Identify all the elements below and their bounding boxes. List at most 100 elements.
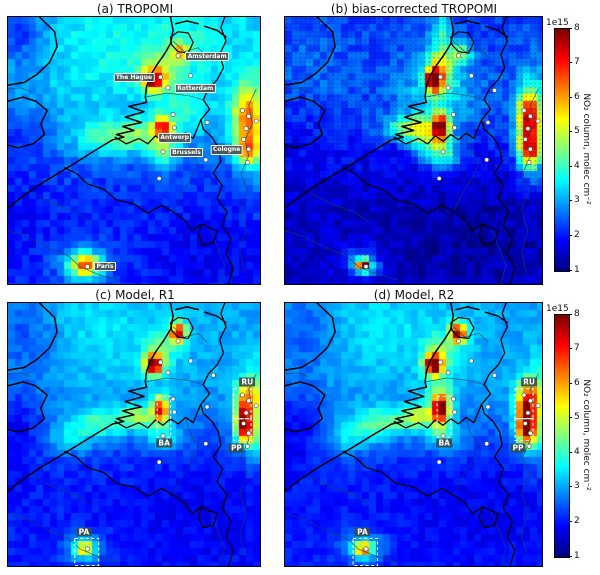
city-dot-ruhr-4 — [525, 126, 531, 132]
city-dot-brussels — [441, 149, 446, 155]
city-dot-rotterdam — [165, 370, 171, 376]
city-dot-venlo — [205, 120, 210, 126]
city-dot-bonn — [527, 444, 532, 450]
river-line — [285, 87, 309, 93]
country-border — [393, 119, 483, 145]
colorbar-tick-label: 1 — [574, 264, 580, 275]
region-label-ru: RU — [521, 377, 537, 387]
city-dot-paris — [85, 264, 91, 270]
coastline — [285, 17, 455, 210]
colorbar-tick-mark — [569, 27, 572, 29]
city-dot-ruhr-2 — [246, 398, 252, 404]
city-dot-ruhr-3 — [254, 119, 259, 124]
colorbar-tick-mark — [569, 165, 572, 167]
colorbar-tick-label: 5 — [574, 412, 580, 423]
city-dot-paris — [85, 546, 91, 552]
river-line — [8, 372, 32, 378]
city-dot-cologne — [246, 431, 252, 436]
city-dot-amsterdam — [456, 53, 462, 59]
region-box-pp — [233, 418, 253, 442]
colorbar-tick-mark — [569, 382, 572, 384]
country-border — [198, 506, 219, 529]
river-line — [490, 510, 507, 567]
region-box-ba — [436, 396, 452, 439]
colorbar-tick-label: 1 — [574, 550, 580, 561]
river-line — [285, 372, 309, 378]
lake-outline — [170, 31, 195, 54]
city-dot-charleroi — [437, 176, 442, 182]
colorbar-tick-label: 6 — [574, 91, 580, 102]
map-overlay-b — [285, 17, 541, 285]
panel-c-model-r1-map: BA RU PP PA — [7, 302, 262, 568]
city-dot-arnhem — [492, 373, 498, 379]
city-dot-cologne — [528, 431, 534, 436]
region-label-ba: BA — [436, 438, 452, 448]
city-dot-charleroi — [157, 176, 162, 182]
country-border — [64, 451, 211, 515]
region-label-ru: RU — [239, 377, 256, 387]
lake-outline — [450, 317, 475, 340]
colorbar-tick-label: 8 — [574, 22, 580, 33]
river-line — [453, 326, 489, 344]
city-dot-brussels — [160, 433, 166, 439]
coastline — [285, 303, 455, 493]
city-dot-ruhr-2 — [528, 114, 534, 120]
city-dot-liege — [484, 441, 490, 447]
river-line — [8, 230, 120, 281]
country-border — [478, 223, 500, 247]
colorbar-tick-label: 4 — [574, 160, 580, 171]
city-dot-ruhr-1 — [521, 392, 527, 398]
country-border — [342, 167, 492, 232]
country-border — [393, 404, 483, 429]
city-dot-bonn — [527, 160, 532, 166]
river-line — [209, 227, 226, 285]
panel-a-title: (a) TROPOMI — [96, 2, 174, 16]
city-dot-eindhoven — [171, 396, 176, 402]
river-line — [425, 378, 485, 386]
river-line — [239, 374, 257, 557]
river-line — [425, 93, 485, 101]
colorbar-tick-label: 3 — [574, 195, 580, 206]
river-line — [8, 513, 120, 563]
city-label-cologne: Cologne — [210, 145, 243, 155]
region-box-ru — [233, 388, 253, 420]
city-dot-eindhoven — [451, 396, 457, 402]
city-dot-antwerp — [452, 410, 458, 415]
city-label-antwerp: Antwerp — [157, 133, 192, 143]
city-dot-ruhr-4 — [525, 410, 531, 416]
river-line — [173, 133, 200, 213]
city-dot-the-hague — [158, 75, 164, 80]
coastline — [175, 20, 200, 25]
colorbar-tick-mark — [569, 486, 572, 488]
city-dot-ruhr-5 — [523, 137, 529, 143]
river-line — [285, 513, 399, 563]
country-border — [478, 506, 500, 529]
colorbar-tick-label: 8 — [574, 308, 580, 319]
colorbar-tick-mark — [569, 234, 572, 236]
city-dot-ruhr-4 — [244, 126, 249, 132]
panel-b-title: (b) bias-corrected TROPOMI — [330, 2, 498, 16]
colorbar-tick-mark — [569, 417, 572, 419]
country-border — [481, 17, 517, 285]
city-dot-paris — [363, 264, 369, 270]
city-dot-bonn — [245, 444, 251, 450]
river-line — [145, 93, 205, 101]
city-label-amsterdam: Amsterdam — [185, 51, 230, 62]
region-label-ba: BA — [156, 438, 172, 448]
city-dot-utrecht — [469, 73, 475, 79]
country-border — [198, 223, 219, 247]
river-line — [453, 133, 480, 213]
city-dot-brussels — [441, 433, 446, 439]
coastline — [285, 17, 337, 87]
city-dot-charleroi — [437, 460, 442, 465]
lake-outline — [170, 317, 195, 340]
colorbar-tick-label: 7 — [574, 57, 580, 68]
city-dot-utrecht — [188, 358, 194, 364]
city-dot-ruhr-5 — [241, 137, 247, 143]
country-border — [481, 303, 517, 567]
city-dot-rotterdam — [446, 370, 451, 376]
river-line — [285, 230, 399, 281]
city-dot-eindhoven — [171, 112, 176, 118]
country-border — [200, 17, 235, 285]
